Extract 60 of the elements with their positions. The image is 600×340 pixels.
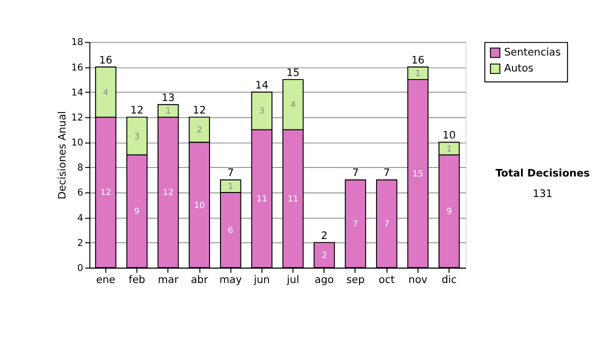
x-tick-label: sep — [346, 274, 365, 286]
y-axis-title: Decisiones Anual — [56, 111, 69, 200]
total-label: 10 — [442, 129, 456, 142]
y-tick-label: 2 — [77, 238, 84, 249]
data-label: 6 — [228, 224, 234, 235]
total-label: 2 — [320, 230, 328, 242]
x-tick-label: dic — [442, 274, 457, 286]
total-label: 12 — [130, 104, 144, 116]
total-label: 15 — [286, 66, 300, 79]
total-label: 7 — [352, 167, 359, 180]
data-label: 4 — [103, 86, 108, 97]
total-label: 13 — [162, 92, 175, 104]
x-tick-label: oct — [378, 274, 395, 286]
data-label: 1 — [165, 106, 171, 116]
x-tick-label: ago — [314, 274, 334, 286]
x-tick-label: jul — [286, 274, 300, 286]
data-label: 1 — [446, 143, 452, 154]
y-tick-label: 14 — [71, 87, 84, 98]
data-label: 1 — [415, 68, 421, 78]
data-label: 12 — [162, 187, 174, 198]
x-tick-label: abr — [190, 274, 209, 286]
legend-label: Autos — [504, 62, 534, 75]
x-tick-label: nov — [408, 274, 428, 286]
y-tick-label: 0 — [77, 262, 84, 274]
data-label: 7 — [352, 218, 358, 229]
y-tick-label: 18 — [71, 37, 84, 48]
data-label: 4 — [290, 99, 296, 110]
legend-label: Sentencias — [504, 46, 561, 59]
total-label: 7 — [383, 167, 390, 180]
data-label: 15 — [412, 168, 424, 178]
text: 131 — [532, 188, 552, 200]
data-label: 3 — [259, 106, 265, 116]
data-label: 2 — [322, 250, 327, 260]
y-tick-label: 8 — [77, 162, 84, 174]
x-tick-label: ene — [96, 274, 116, 286]
y-tick-label: 12 — [71, 112, 84, 124]
data-label: 11 — [256, 194, 268, 204]
x-tick-label: mar — [158, 274, 180, 286]
total-label: 12 — [192, 104, 206, 116]
data-label: 9 — [134, 206, 140, 216]
y-tick-label: 6 — [77, 188, 84, 199]
data-label: 11 — [288, 194, 298, 204]
total-label: 16 — [99, 54, 112, 66]
total-label: 16 — [411, 54, 424, 66]
data-label: 1 — [228, 180, 234, 191]
data-label: 3 — [134, 130, 140, 141]
data-label: 9 — [446, 206, 452, 216]
data-label: 10 — [194, 200, 205, 210]
x-tick-label: jun — [252, 274, 270, 286]
data-label: 2 — [196, 124, 202, 135]
y-tick-label: 4 — [77, 212, 84, 224]
x-tick-label: may — [219, 274, 242, 286]
y-tick-label: 16 — [71, 62, 84, 74]
total-label: 7 — [227, 167, 234, 180]
text: Total Decisiones — [495, 167, 590, 180]
data-label: 12 — [100, 187, 112, 198]
y-tick-label: 10 — [71, 138, 84, 149]
x-tick-label: feb — [128, 274, 146, 286]
total-label: 14 — [255, 79, 268, 92]
data-label: 7 — [384, 218, 390, 229]
